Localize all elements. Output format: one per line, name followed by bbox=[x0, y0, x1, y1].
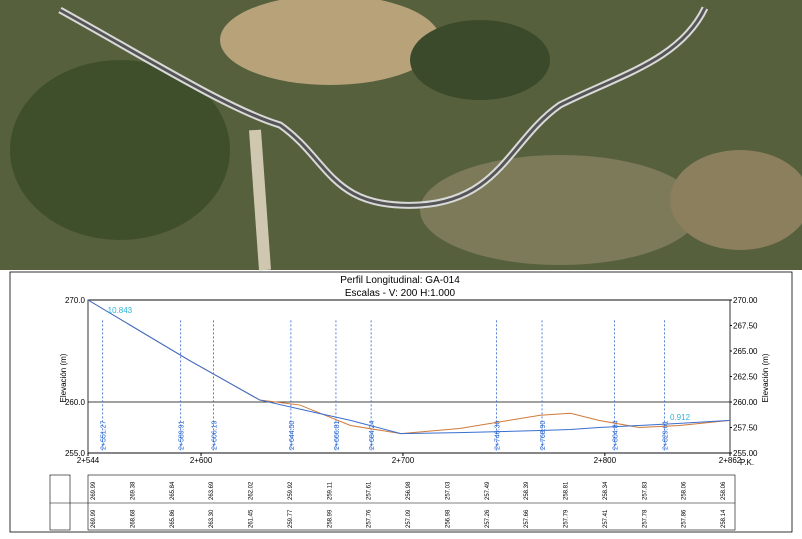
station-label: 2+684.24 bbox=[369, 421, 376, 450]
y-tick-label: 260.0 bbox=[65, 398, 86, 407]
grade-value: 265.86 bbox=[170, 509, 176, 528]
aerial-detail bbox=[10, 0, 802, 271]
y2-tick-label: 267.50 bbox=[733, 322, 758, 331]
grade-value: 256.98 bbox=[445, 509, 451, 528]
table-frame bbox=[87, 474, 736, 531]
grade-value: 258.99 bbox=[327, 509, 333, 528]
terrain-value: 258.06 bbox=[721, 481, 727, 500]
y2-tick-label: 262.50 bbox=[733, 373, 758, 382]
grade-value: 257.26 bbox=[485, 509, 491, 528]
x-tick-label: 2+800 bbox=[594, 456, 617, 465]
y-axis-title: Elevación (m) bbox=[59, 353, 68, 402]
x-axis-title: P.K. bbox=[740, 458, 754, 467]
grade-value: 257.41 bbox=[603, 509, 609, 528]
terrain-value: 262.02 bbox=[249, 481, 255, 500]
profile-line bbox=[87, 299, 731, 435]
grade-label: 0.912 bbox=[670, 413, 691, 422]
terrain-value: 256.98 bbox=[406, 481, 412, 500]
terrain-value: 259.92 bbox=[288, 481, 294, 500]
chart-title: Perfil Longitudinal: GA-014 bbox=[340, 275, 460, 286]
terrain-value: 263.69 bbox=[209, 481, 215, 500]
terrain-value: 257.03 bbox=[445, 481, 451, 500]
x-tick-label: 2+700 bbox=[392, 456, 415, 465]
grade-value: 259.77 bbox=[288, 509, 294, 528]
grade-value: 257.79 bbox=[564, 509, 570, 528]
terrain-value: 259.11 bbox=[327, 481, 333, 500]
y2-tick-label: 270.00 bbox=[733, 296, 758, 305]
grade-value: 257.09 bbox=[406, 509, 412, 528]
grade-value: 257.76 bbox=[367, 509, 373, 528]
terrain-value: 269.38 bbox=[130, 481, 136, 500]
terrain-value: 265.84 bbox=[170, 481, 176, 500]
grade-value: 263.30 bbox=[209, 509, 215, 528]
y2-axis-title: Elevación (m) bbox=[761, 353, 770, 402]
chart-subtitle: Escalas - V: 200 H:1.000 bbox=[345, 288, 456, 299]
y-tick-label: 255.0 bbox=[65, 449, 86, 458]
y-tick-label: 270.0 bbox=[65, 296, 86, 305]
y2-tick-label: 260.00 bbox=[733, 398, 758, 407]
grade-value: 269.99 bbox=[91, 509, 97, 528]
terrain-value: 269.99 bbox=[91, 481, 97, 500]
grade-value: 257.66 bbox=[524, 509, 530, 528]
y2-tick-label: 265.00 bbox=[733, 347, 758, 356]
station-label: 2+606.19 bbox=[212, 421, 219, 450]
station-label: 2+551.27 bbox=[101, 421, 108, 450]
y2-tick-label: 257.50 bbox=[733, 424, 758, 433]
terrain-value: 257.49 bbox=[485, 481, 491, 500]
station-label: 2+644.50 bbox=[289, 421, 296, 450]
x-tick-label: 2+600 bbox=[190, 456, 213, 465]
terrain-value: 257.61 bbox=[367, 481, 373, 500]
grade-value: 257.78 bbox=[642, 509, 648, 528]
grade-label: -10.843 bbox=[105, 306, 133, 315]
terrain-value: 258.34 bbox=[603, 481, 609, 500]
terrain-value: 258.06 bbox=[682, 481, 688, 500]
grade-value: 258.14 bbox=[721, 509, 727, 528]
y2-tick-label: 255.00 bbox=[733, 449, 758, 458]
table-header bbox=[49, 474, 71, 531]
station-label: 2+666.81 bbox=[334, 421, 341, 450]
station-label: 2+768.90 bbox=[540, 421, 547, 450]
terrain-value: 258.81 bbox=[564, 481, 570, 500]
x-tick-label: 2+544 bbox=[77, 456, 100, 465]
x-tick-label: 2+862 bbox=[719, 456, 742, 465]
station-label: 2+589.91 bbox=[179, 421, 186, 450]
terrain-value: 258.39 bbox=[524, 481, 530, 500]
grade-value: 257.86 bbox=[682, 509, 688, 528]
station-label: 2+746.36 bbox=[495, 421, 502, 450]
terrain-value: 257.83 bbox=[642, 481, 648, 500]
grade-value: 261.45 bbox=[249, 509, 255, 528]
station-label: 2+829.61 bbox=[663, 421, 670, 450]
station-label: 2+804.84 bbox=[613, 421, 620, 450]
grade-value: 268.68 bbox=[130, 509, 136, 528]
